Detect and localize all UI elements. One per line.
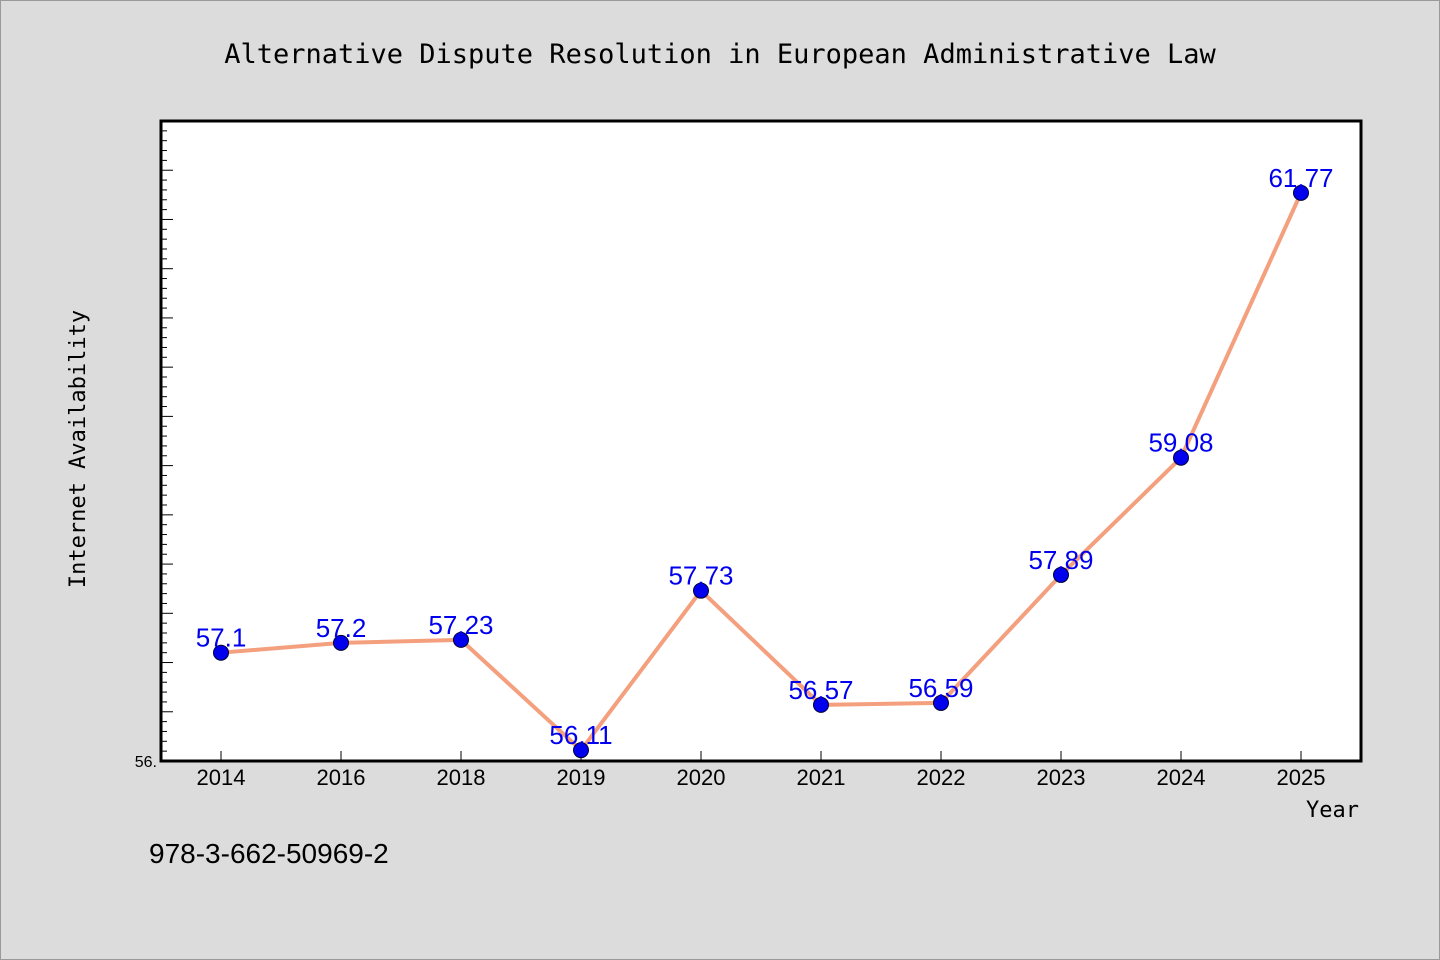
data-label: 57.89 [1028,545,1093,575]
data-label: 56.59 [908,673,973,703]
data-point [573,742,589,759]
x-tick-label: 2016 [317,765,366,790]
y-axis-ticks: 56. [135,120,173,771]
series-layer: 57.1 57.2 57.23 56.11 57.73 56.57 56.59 57.89 59… [196,163,1334,759]
data-label: 57.23 [428,610,493,640]
y-tick-label: 56. [135,754,157,771]
x-tick-label: 2014 [197,765,246,790]
plot-area [159,119,1363,763]
data-point [333,634,349,651]
x-tick-label: 2023 [1037,765,1086,790]
data-point [1053,566,1069,583]
data-label: 57.73 [668,561,733,591]
data-point [933,694,949,711]
x-axis-ticks: 2014 2016 2018 2019 2020 2021 2022 2023 2024 2025 [197,751,1326,790]
data-point [1173,449,1189,466]
data-point [453,631,469,648]
series-line [219,190,1303,753]
isbn-footnote: 978-3-662-50969-2 [149,838,389,869]
data-label: 59.08 [1148,428,1213,458]
data-point [213,644,229,661]
x-tick-label: 2018 [437,765,486,790]
y-axis-title: Internet Availability [66,310,91,588]
chart-title: Alternative Dispute Resolution in Europe… [224,39,1216,70]
data-label: 57.1 [196,623,247,653]
data-label: 61.77 [1268,163,1333,193]
x-tick-label: 2021 [797,765,846,790]
data-label: 56.57 [788,675,853,705]
x-tick-label: 2024 [1157,765,1206,790]
data-label: 56.11 [549,720,612,750]
data-label: 57.2 [316,613,367,643]
x-tick-label: 2019 [557,765,606,790]
data-point [693,582,709,599]
x-tick-label: 2022 [917,765,966,790]
x-tick-label: 2020 [677,765,726,790]
x-axis-title: Year [1306,798,1359,823]
x-tick-label: 2025 [1277,765,1326,790]
data-point [1293,184,1309,201]
data-point [813,696,829,713]
